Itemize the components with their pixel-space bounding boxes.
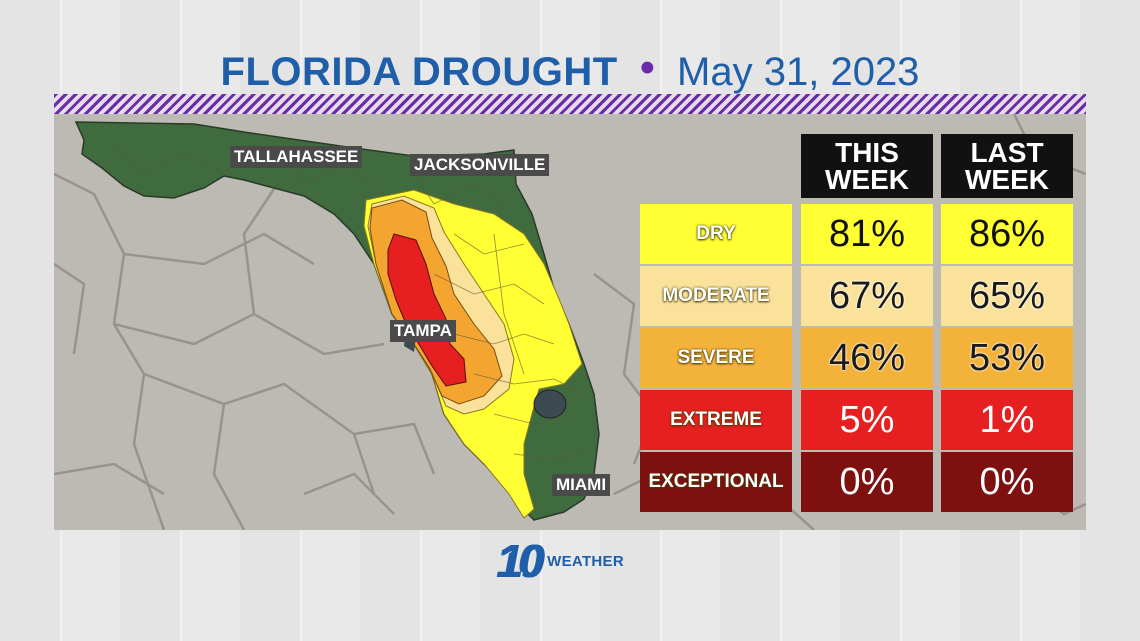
row-label-extreme: EXTREME (640, 390, 792, 450)
title-main: FLORIDA DROUGHT (220, 50, 618, 94)
title-separator: • (639, 43, 656, 92)
city-label-miami: MIAMI (552, 474, 611, 496)
page-title: FLORIDA DROUGHT • May 31, 2023 (0, 40, 1140, 102)
cell-moderate-last-week: 65% (941, 266, 1073, 326)
florida-drought-map (74, 121, 600, 521)
city-label-jacksonville: JACKSONVILLE (410, 154, 550, 176)
city-label-tallahassee: TALLAHASSEE (230, 146, 363, 168)
title-date: May 31, 2023 (677, 50, 920, 94)
cell-extreme-this-week: 5% (801, 390, 933, 450)
header-last-week: LAST WEEK (941, 134, 1073, 198)
logo-word: WEATHER (547, 552, 624, 570)
row-label-dry: DRY (640, 204, 792, 264)
lake-okeechobee (533, 389, 567, 419)
map-panel: TALLAHASSEE JACKSONVILLE TAMPA MIAMI THI… (54, 114, 1086, 530)
map-extreme-region (387, 233, 467, 387)
title-divider (54, 94, 1086, 114)
row-label-exceptional: EXCEPTIONAL (640, 452, 792, 512)
cell-exceptional-this-week: 0% (801, 452, 933, 512)
row-label-severe: SEVERE (640, 328, 792, 388)
cell-extreme-last-week: 1% (941, 390, 1073, 450)
cell-dry-last-week: 86% (941, 204, 1073, 264)
cell-exceptional-last-week: 0% (941, 452, 1073, 512)
cell-severe-last-week: 53% (941, 328, 1073, 388)
city-label-tampa: TAMPA (390, 320, 456, 342)
cell-moderate-this-week: 67% (801, 266, 933, 326)
station-logo: 10 WEATHER (498, 535, 624, 587)
logo-number: 10 (498, 535, 545, 587)
cell-dry-this-week: 81% (801, 204, 933, 264)
row-label-moderate: MODERATE (640, 266, 792, 326)
header-this-week: THIS WEEK (801, 134, 933, 198)
cell-severe-this-week: 46% (801, 328, 933, 388)
